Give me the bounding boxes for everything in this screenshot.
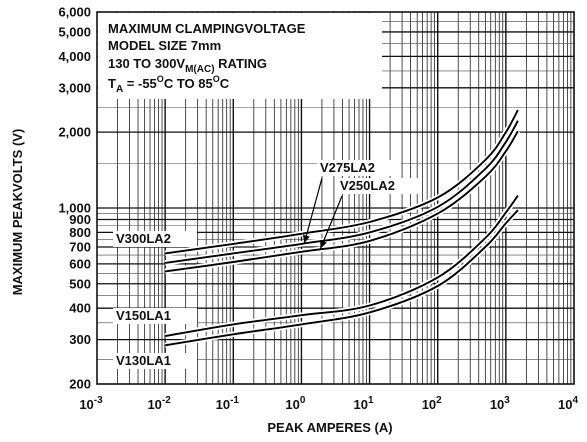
series-line-v150la1 bbox=[164, 195, 519, 338]
plot-frame bbox=[96, 11, 575, 385]
y-tick-label: 5,000 bbox=[58, 24, 91, 39]
y-tick-label: 3,000 bbox=[58, 80, 91, 95]
series-line-v300la2 bbox=[164, 109, 519, 255]
x-tick-label: 103 bbox=[490, 395, 510, 412]
x-tick-label: 10-3 bbox=[79, 395, 103, 412]
y-tick-label: 4,000 bbox=[58, 49, 91, 64]
label-bg-v150la1 bbox=[113, 308, 197, 324]
x-tick-label: 100 bbox=[285, 395, 305, 412]
annotation-line-3: 130 TO 300VM(AC) RATING bbox=[108, 56, 267, 75]
x-tick-label: 101 bbox=[354, 395, 374, 412]
x-axis-title: PEAK AMPERES (A) bbox=[267, 420, 392, 435]
annotation-line-2: MODEL SIZE 7mm bbox=[108, 38, 221, 53]
y-tick-label: 400 bbox=[69, 301, 91, 316]
series-label-v150la1: V150LA1 bbox=[116, 308, 171, 323]
y-axis-title: MAXIMUM PEAKVOLTS (V) bbox=[10, 129, 25, 296]
y-tick-label: 600 bbox=[69, 256, 91, 271]
series-line-v130la1 bbox=[164, 209, 519, 347]
y-tick-label: 1,000 bbox=[58, 200, 91, 215]
label-bg-v300la2 bbox=[113, 231, 197, 247]
x-tick-label: 102 bbox=[422, 395, 442, 412]
x-tick-labels: 10-3 10-2 10-1 100 101 102 103 104 bbox=[79, 395, 578, 412]
y-tick-label: 500 bbox=[69, 276, 91, 291]
arrow-v250la2-head bbox=[320, 240, 327, 249]
label-bg-v130la1 bbox=[113, 353, 197, 369]
y-tick-label: 6,000 bbox=[58, 5, 91, 20]
label-bg-v250la2 bbox=[337, 178, 421, 194]
series-label-v300la2: V300LA2 bbox=[116, 231, 171, 246]
arrow-v250la2 bbox=[319, 195, 343, 249]
annotation-line-1: MAXIMUM CLAMPINGVOLTAGE bbox=[108, 21, 306, 36]
series-label-v250la2: V250LA2 bbox=[340, 178, 395, 193]
series-label-v275la2: V275LA2 bbox=[320, 160, 375, 175]
arrow-v275la2 bbox=[303, 177, 323, 244]
y-tick-label: 200 bbox=[69, 377, 91, 392]
x-tick-label: 10-2 bbox=[147, 395, 171, 412]
series-line-v275la2 bbox=[164, 120, 519, 264]
series-line-v250la2 bbox=[164, 130, 519, 273]
annotation-box bbox=[98, 13, 382, 99]
y-tick-label: 800 bbox=[69, 225, 91, 240]
y-tick-label: 300 bbox=[69, 332, 91, 347]
x-tick-label: 104 bbox=[558, 395, 578, 412]
series-label-v130la1: V130LA1 bbox=[116, 353, 171, 368]
annotation-line-4: TA = -55OC TO 85OC bbox=[108, 74, 230, 95]
arrow-v275la2-head bbox=[302, 234, 310, 244]
label-bg-v275la2 bbox=[317, 160, 401, 176]
y-tick-label: 900 bbox=[69, 212, 91, 227]
y-tick-label: 700 bbox=[69, 239, 91, 254]
series-layer bbox=[164, 108, 521, 349]
y-tick-label: 2,000 bbox=[58, 125, 91, 140]
series-labels: V300LA2 V275LA2 V250LA2 V150LA1 V130LA1 bbox=[113, 160, 421, 369]
x-tick-label: 10-1 bbox=[216, 395, 240, 412]
